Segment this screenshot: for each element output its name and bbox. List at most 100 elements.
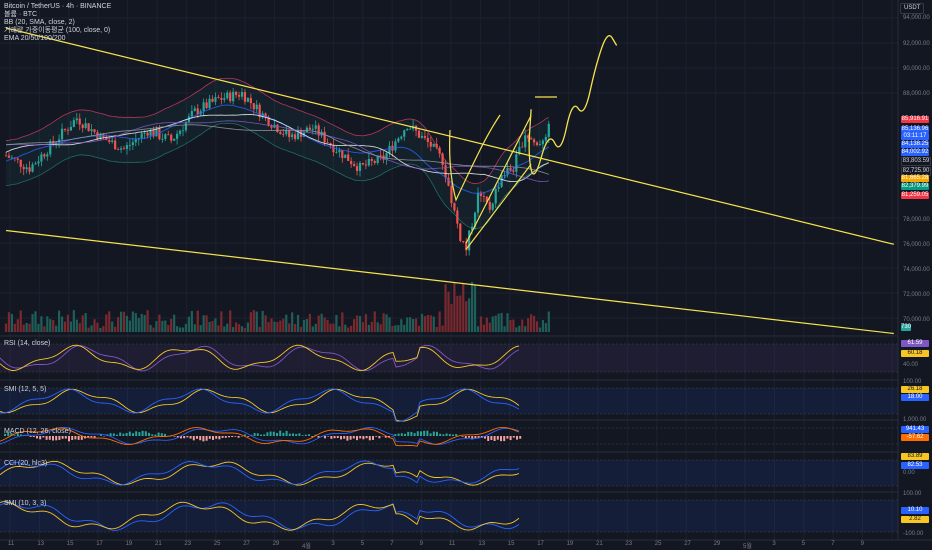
candle-body xyxy=(323,131,326,143)
smi2-pane-label[interactable]: SMI (10, 3, 3) xyxy=(4,500,47,507)
volume-bar xyxy=(81,315,84,332)
candle-body xyxy=(155,129,158,137)
candle-body xyxy=(403,130,406,137)
candle-body xyxy=(335,152,338,153)
volume-bar xyxy=(137,318,140,332)
candle-body xyxy=(202,102,205,112)
candle-body xyxy=(341,150,344,159)
macd-histogram xyxy=(64,436,67,439)
macd-histogram xyxy=(36,436,38,439)
cci-pane-label[interactable]: CCI (20, hlc3) xyxy=(4,460,48,467)
volume-bar xyxy=(391,325,394,332)
candle-body xyxy=(441,153,444,166)
macd-histogram xyxy=(74,436,77,440)
macd-histogram xyxy=(183,436,186,439)
volume-bar xyxy=(403,324,406,332)
macd-tick: 1,000.00 xyxy=(903,417,927,423)
main-legend: Bitcoin / TetherUS · 4h · BINANCE 볼륨 · B… xyxy=(4,3,111,43)
candle-body xyxy=(314,125,317,129)
candle-body xyxy=(532,139,536,143)
macd-histogram xyxy=(375,436,378,437)
volume-bar xyxy=(28,323,31,332)
candle-body xyxy=(229,92,232,102)
wedge-line xyxy=(465,163,532,250)
macd-value-badge: 941.43 xyxy=(901,426,929,433)
candle-body xyxy=(43,154,46,157)
trendline xyxy=(5,229,894,335)
candle-body xyxy=(541,140,544,145)
macd-histogram xyxy=(436,431,438,436)
volume-bar xyxy=(58,310,61,332)
candle-body xyxy=(66,129,70,131)
macd-histogram xyxy=(77,436,80,440)
candle-body xyxy=(270,125,273,128)
candle-body xyxy=(361,162,365,165)
volume-bar xyxy=(161,320,164,332)
macd-histogram xyxy=(215,436,218,439)
macd-histogram xyxy=(301,435,304,436)
symbol-title[interactable]: Bitcoin / TetherUS · 4h · BINANCE xyxy=(4,3,112,10)
volume-bar xyxy=(503,326,506,332)
macd-histogram xyxy=(269,431,272,436)
volume-bar xyxy=(264,315,267,332)
candle-body xyxy=(28,167,31,172)
candle-body xyxy=(243,92,247,102)
volume-bar xyxy=(134,313,137,332)
candle-body xyxy=(108,140,111,142)
rsi-ma-badge: 60.18 xyxy=(901,350,929,357)
candle-body xyxy=(488,202,491,210)
macd-histogram xyxy=(154,434,157,436)
macd-histogram xyxy=(61,436,64,439)
macd-histogram xyxy=(218,436,221,440)
candle-body xyxy=(462,240,465,242)
volume-bar xyxy=(429,315,432,332)
macd-histogram xyxy=(151,434,154,436)
macd-histogram xyxy=(490,436,493,440)
macd-histogram xyxy=(484,436,486,439)
ema-indicator-label[interactable]: EMA 20/50/100/200 xyxy=(4,35,66,42)
volume-bar xyxy=(459,295,462,332)
candle-body xyxy=(438,147,441,154)
candle-body xyxy=(161,138,164,140)
macd-histogram xyxy=(317,436,320,438)
smi-pane-label[interactable]: SMI (12, 5, 5) xyxy=(4,386,47,393)
rsi-pane-label[interactable]: RSI (14, close) xyxy=(4,340,51,347)
macd-histogram xyxy=(109,433,112,436)
pane-series xyxy=(0,344,520,372)
macd-histogram xyxy=(359,436,362,439)
bb-indicator-label[interactable]: BB (20, SMA, close, 2) xyxy=(4,19,75,26)
macd-histogram xyxy=(500,436,502,442)
candle-body xyxy=(196,108,199,115)
price-tick: 76,000.00 xyxy=(903,242,930,248)
volume-bar xyxy=(488,322,491,332)
time-tick: 23 xyxy=(184,541,192,547)
time-tick: 11 xyxy=(8,541,15,547)
macd-histogram xyxy=(445,433,448,436)
candle-body xyxy=(37,161,40,164)
macd-pane-label[interactable]: MACD (12, 26, close) xyxy=(4,428,71,435)
trend-drawings[interactable] xyxy=(5,27,894,335)
time-tick: 29 xyxy=(713,541,721,547)
macd-histogram xyxy=(404,433,406,436)
volume-bar xyxy=(358,316,362,332)
time-tick: 17 xyxy=(537,541,544,547)
smi-value-badge: 26.18 xyxy=(901,386,929,393)
macd-histogram xyxy=(90,436,93,438)
pane-series xyxy=(0,388,520,423)
cci-value-badge: 83.89 xyxy=(901,453,929,460)
volume-bar xyxy=(482,324,485,332)
currency-button[interactable]: USDT xyxy=(900,3,925,14)
candle-body xyxy=(149,129,152,136)
vwma-indicator-label[interactable]: 거래량 가중이동평균 (100, close, 0) xyxy=(4,27,111,34)
volume-bar xyxy=(414,318,418,332)
candle-body xyxy=(355,166,359,171)
candle-body xyxy=(264,113,267,117)
candle-body xyxy=(503,175,506,176)
volume-indicator-label[interactable]: 볼륨 · BTC xyxy=(4,11,38,18)
price-tick: 72,000.00 xyxy=(903,292,930,298)
macd-histogram xyxy=(112,433,115,436)
volume-bar xyxy=(143,315,146,332)
candle-body xyxy=(63,128,67,130)
candle-body xyxy=(385,153,388,160)
